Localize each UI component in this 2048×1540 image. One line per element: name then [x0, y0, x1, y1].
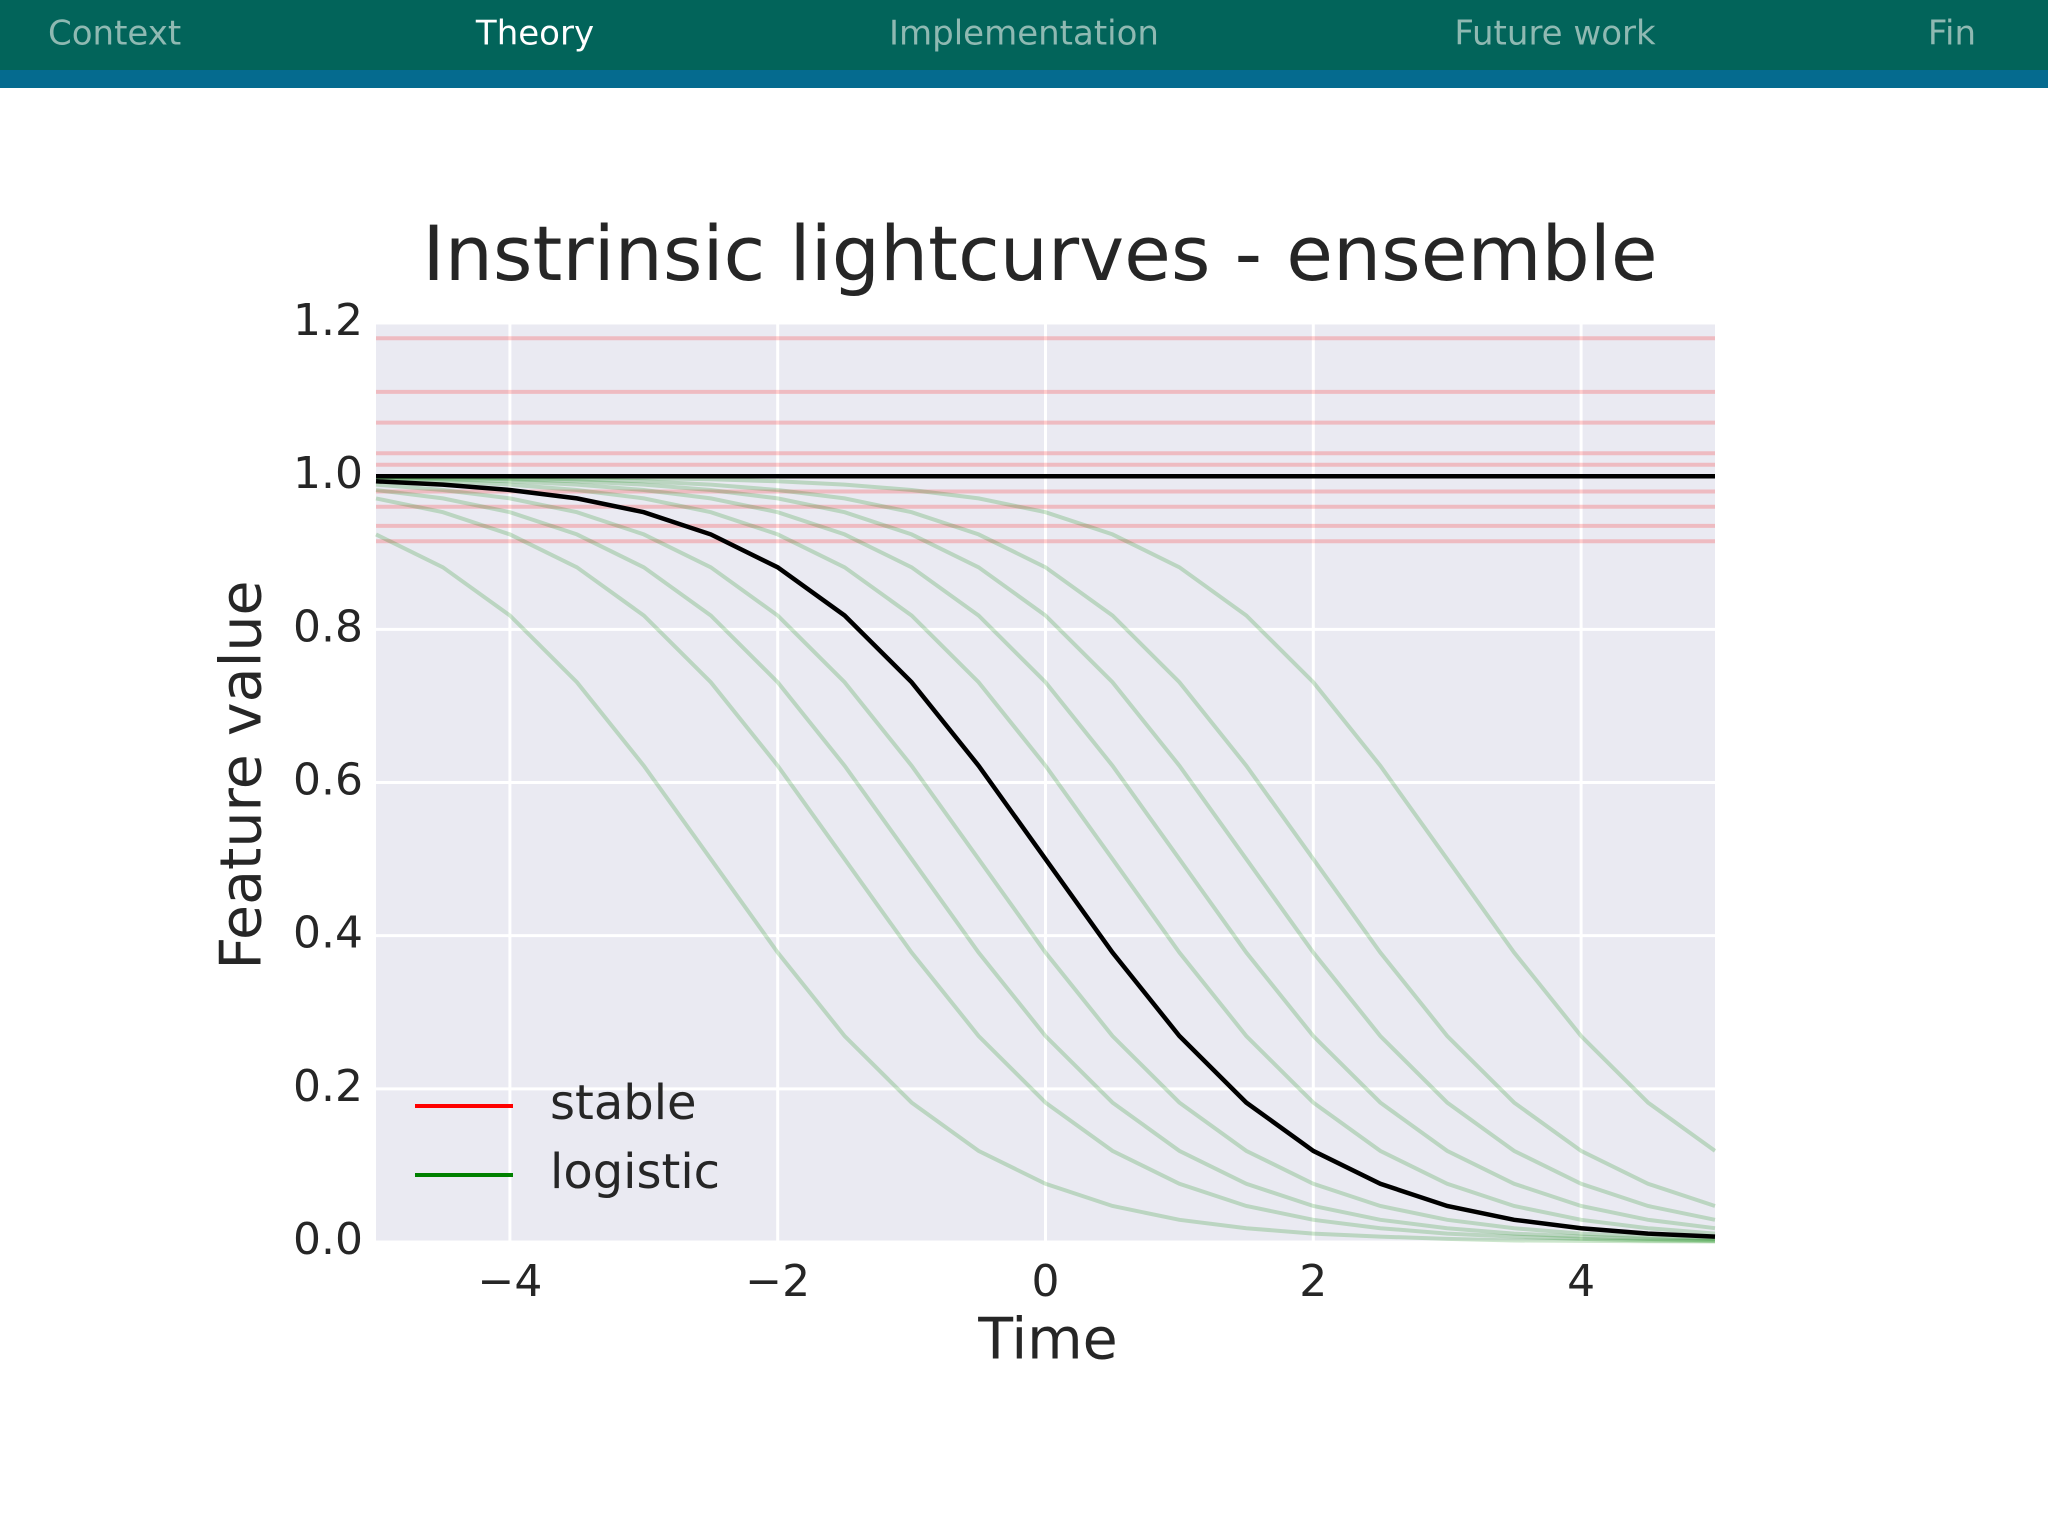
- series-line: [375, 477, 1716, 1236]
- series-line: [375, 496, 1716, 1243]
- series-line: [375, 488, 1716, 1243]
- series-line: [375, 532, 1716, 1244]
- series-line: [375, 482, 1716, 1241]
- y-axis-label: Feature value: [209, 580, 275, 969]
- y-tick-label: 1.0: [293, 448, 363, 499]
- chart-title: Instrinsic lightcurves - ensemble: [422, 209, 1657, 298]
- legend-label: logistic: [550, 1144, 720, 1200]
- series-line: [375, 475, 1716, 1222]
- ticks: 0.0 0.2 0.4 0.6 0.8 1.0 1.2 −4 −2 0 2 4: [293, 295, 1595, 1307]
- nav-strip: [0, 70, 2048, 88]
- y-tick-label: 1.2: [293, 295, 363, 346]
- legend-label: stable: [550, 1075, 697, 1131]
- nav-item[interactable]: Fin: [1928, 14, 1976, 54]
- y-tick-label: 0.6: [293, 755, 363, 806]
- y-tick-label: 0.2: [293, 1061, 363, 1112]
- x-tick-label: 2: [1299, 1256, 1327, 1307]
- x-tick-label: −2: [745, 1256, 810, 1307]
- x-tick-label: 4: [1567, 1256, 1595, 1307]
- x-tick-label: −4: [477, 1256, 542, 1307]
- y-tick-label: 0.0: [293, 1214, 363, 1265]
- y-tick-label: 0.4: [293, 908, 363, 959]
- nav-item[interactable]: Future work: [1454, 14, 1656, 54]
- nav-item[interactable]: Context: [48, 14, 181, 54]
- series-line: [375, 476, 1716, 1231]
- nav-item[interactable]: Theory: [475, 14, 594, 54]
- lines: [375, 336, 1717, 1244]
- x-tick-label: 0: [1032, 1256, 1060, 1307]
- y-tick-label: 0.8: [293, 601, 363, 652]
- nav-items: Context Theory Implementation Future work Fi…: [48, 14, 1976, 54]
- series-line: [375, 474, 1716, 1208]
- nav-item[interactable]: Implementation: [889, 14, 1159, 54]
- x-axis-label: Time: [977, 1307, 1118, 1373]
- mean-line: [375, 479, 1716, 1239]
- legend: stable logistic: [415, 1075, 720, 1200]
- nav-bar: [0, 0, 2048, 70]
